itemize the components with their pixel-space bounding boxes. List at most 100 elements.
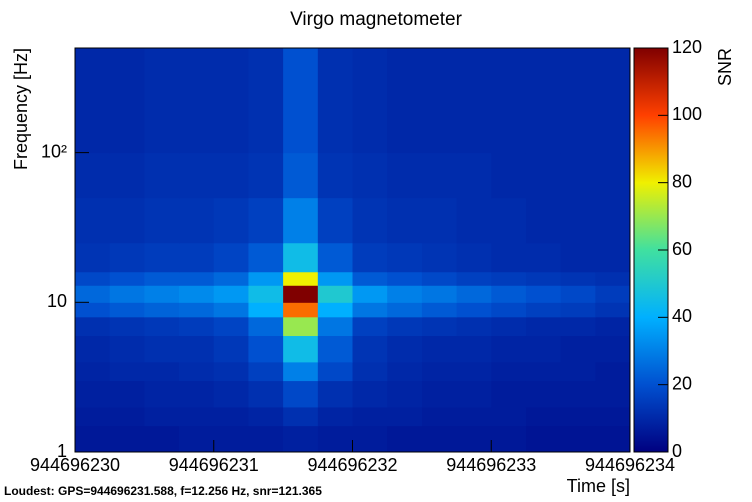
heatmap-cell: [109, 242, 145, 273]
heatmap-cell: [421, 380, 458, 408]
heatmap-cell: [560, 271, 596, 286]
heatmap-cell: [179, 406, 215, 427]
heatmap-cell: [421, 316, 458, 337]
heatmap-cell: [144, 197, 180, 244]
heatmap-cell: [525, 285, 562, 303]
heatmap-cell: [248, 335, 284, 363]
heatmap-cell: [144, 48, 180, 154]
heatmap-cell: [352, 425, 388, 453]
heatmap-cell: [491, 316, 527, 337]
heatmap-cell: [421, 48, 458, 154]
heatmap-cell: [248, 380, 284, 408]
heatmap-cell: [456, 335, 492, 363]
heatmap-cell: [352, 361, 388, 382]
heatmap-cell: [144, 406, 180, 427]
y-tick-label: 1: [57, 441, 67, 461]
heatmap-cell: [248, 316, 284, 337]
heatmap-cell: [595, 302, 631, 318]
heatmap-cell: [109, 335, 145, 363]
heatmap-cell: [560, 361, 596, 382]
heatmap-cell: [352, 316, 388, 337]
heatmap-cell: [317, 425, 353, 453]
heatmap-cell: [560, 285, 596, 303]
heatmap-cell: [491, 197, 527, 244]
heatmap-cell: [144, 242, 180, 273]
heatmap-cell: [352, 242, 388, 273]
heatmap-cell: [525, 242, 562, 273]
heatmap-cell: [387, 406, 423, 427]
heatmap-cell: [456, 380, 492, 408]
heatmap-cell: [352, 406, 388, 427]
heatmap-cell: [421, 242, 458, 273]
heatmap-cell: [525, 302, 562, 318]
heatmap-cell: [179, 197, 215, 244]
heatmap-cell: [283, 425, 319, 453]
heatmap-cell: [352, 48, 388, 154]
heatmap-cell: [317, 242, 353, 273]
heatmap-cell: [421, 406, 458, 427]
heatmap-cell: [75, 380, 111, 408]
heatmap-cell: [456, 361, 492, 382]
heatmap-cell: [595, 425, 631, 453]
heatmap-cell: [491, 302, 527, 318]
heatmap-cell: [525, 316, 562, 337]
x-tick-label: 944696234: [585, 455, 675, 475]
heatmap-cell: [317, 48, 353, 154]
heatmap-cell: [75, 361, 111, 382]
colorbar-tick-label: 20: [672, 373, 692, 393]
heatmap-cell: [283, 197, 319, 244]
heatmap-cell: [283, 316, 319, 337]
heatmap-cell: [491, 335, 527, 363]
x-tick-label: 944696230: [30, 455, 120, 475]
heatmap-cell: [213, 152, 249, 199]
heatmap-cell: [213, 335, 249, 363]
heatmap-cell: [387, 316, 423, 337]
colorbar-tick-label: 120: [672, 37, 702, 57]
heatmap-cell: [75, 335, 111, 363]
heatmap-cell: [352, 285, 388, 303]
heatmap-cell: [213, 242, 249, 273]
heatmap-cell: [491, 406, 527, 427]
y-tick-label: 10: [47, 291, 67, 311]
heatmap-cell: [525, 425, 562, 453]
heatmap-cell: [248, 285, 284, 303]
heatmap-cell: [75, 152, 111, 199]
heatmap-cell: [421, 285, 458, 303]
heatmap-cell: [248, 425, 284, 453]
heatmap-cell: [387, 285, 423, 303]
heatmap-cell: [213, 361, 249, 382]
heatmap-cell: [352, 335, 388, 363]
heatmap-cell: [75, 48, 111, 154]
heatmap-cell: [560, 152, 596, 199]
heatmap-cell: [595, 242, 631, 273]
heatmap-cell: [317, 197, 353, 244]
heatmap-cell: [317, 335, 353, 363]
heatmap-cell: [283, 271, 319, 286]
heatmap-cell: [213, 316, 249, 337]
colorbar-tick-label: 60: [672, 239, 692, 259]
heatmap-cell: [560, 380, 596, 408]
colorbar-tick-label: 40: [672, 306, 692, 326]
y-tick-label: 10²: [41, 141, 67, 161]
heatmap-cell: [179, 425, 215, 453]
heatmap-cell: [144, 361, 180, 382]
heatmap-cell: [387, 152, 423, 199]
heatmap-cell: [248, 361, 284, 382]
heatmap-cell: [75, 271, 111, 286]
x-tick-label: 944696232: [307, 455, 397, 475]
heatmap-cell: [109, 152, 145, 199]
heatmap-cell: [213, 425, 249, 453]
heatmap-cell: [109, 302, 145, 318]
heatmap-cell: [352, 197, 388, 244]
heatmap-cell: [179, 152, 215, 199]
heatmap-cell: [387, 197, 423, 244]
colorbar-frame: [633, 47, 669, 453]
heatmap-cell: [595, 316, 631, 337]
heatmap-cell: [456, 302, 492, 318]
heatmap-cell: [387, 48, 423, 154]
heatmap-cell: [387, 335, 423, 363]
heatmap-cell: [248, 271, 284, 286]
heatmap-cell: [248, 302, 284, 318]
colorbar-tick-label: 80: [672, 171, 692, 191]
